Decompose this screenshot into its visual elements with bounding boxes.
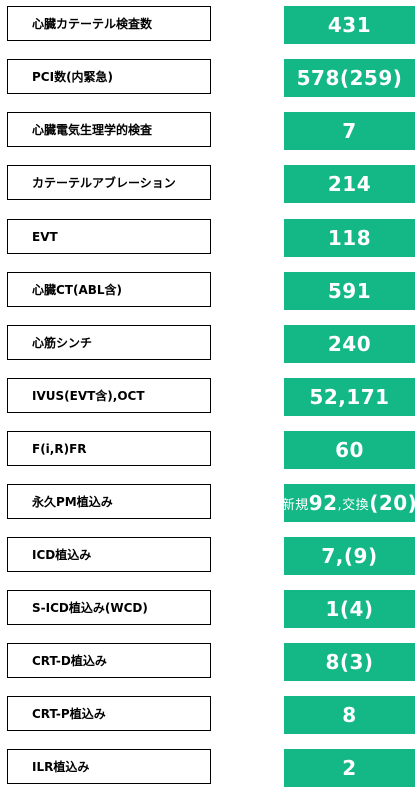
stat-row-ffr: F(i,R)FR 60	[0, 431, 419, 469]
stat-value: 431	[284, 6, 415, 44]
stat-value: 240	[284, 325, 415, 363]
stat-row-myocardial-scintigraphy: 心筋シンチ 240	[0, 325, 419, 363]
stat-row-ilr: ILR植込み 2	[0, 749, 419, 787]
stat-label: IVUS(EVT含),OCT	[7, 378, 211, 413]
stat-value: 1(4)	[284, 590, 415, 628]
stat-label: EVT	[7, 219, 211, 254]
pm-new-count: 92	[308, 491, 338, 515]
stat-value: 118	[284, 219, 415, 257]
stat-label: S-ICD植込み(WCD)	[7, 590, 211, 625]
stat-label: CRT-P植込み	[7, 696, 211, 731]
stat-label: ICD植込み	[7, 537, 211, 572]
stat-row-cardiac-catheterization: 心臓カテーテル検査数 431	[0, 6, 419, 44]
stat-value: 7,(9)	[284, 537, 415, 575]
stat-label: 心筋シンチ	[7, 325, 211, 360]
stat-label: CRT-D植込み	[7, 643, 211, 678]
stat-row-crt-d: CRT-D植込み 8(3)	[0, 643, 419, 681]
stat-value: 591	[284, 272, 415, 310]
stat-row-eps: 心臓電気生理学的検査 7	[0, 112, 419, 150]
stat-label: 心臓CT(ABL含)	[7, 272, 211, 307]
stat-row-ivus-oct: IVUS(EVT含),OCT 52,171	[0, 378, 419, 416]
stat-value: 8	[284, 696, 415, 734]
stat-value: 新規 92 ,交換 (20)	[281, 484, 418, 522]
stat-row-crt-p: CRT-P植込み 8	[0, 696, 419, 734]
pm-new-prefix: 新規	[281, 497, 309, 513]
stat-value: 7	[284, 112, 415, 150]
stat-row-evt: EVT 118	[0, 219, 419, 257]
stat-label: 心臓電気生理学的検査	[7, 112, 211, 147]
stat-value: 52,171	[284, 378, 415, 416]
stat-value: 578(259)	[284, 59, 415, 97]
stat-value: 214	[284, 165, 415, 203]
stat-row-pacemaker: 永久PM植込み 新規 92 ,交換 (20)	[0, 484, 419, 522]
stat-value: 2	[284, 749, 415, 787]
stat-value: 60	[284, 431, 415, 469]
stat-label: F(i,R)FR	[7, 431, 211, 466]
stat-label: 心臓カテーテル検査数	[7, 6, 211, 41]
stat-label: PCI数(内緊急)	[7, 59, 211, 94]
stat-row-ablation: カテーテルアブレーション 214	[0, 165, 419, 203]
stat-row-cardiac-ct: 心臓CT(ABL含) 591	[0, 272, 419, 310]
stat-label: 永久PM植込み	[7, 484, 211, 519]
stat-label: カテーテルアブレーション	[7, 165, 211, 200]
stat-value: 8(3)	[284, 643, 415, 681]
stat-row-icd: ICD植込み 7,(9)	[0, 537, 419, 575]
stat-row-s-icd: S-ICD植込み(WCD) 1(4)	[0, 590, 419, 628]
pm-exchange-prefix: ,交換	[337, 497, 370, 513]
stat-label: ILR植込み	[7, 749, 211, 784]
stat-row-pci: PCI数(内緊急) 578(259)	[0, 59, 419, 97]
pm-exchange-count: (20)	[369, 491, 418, 515]
